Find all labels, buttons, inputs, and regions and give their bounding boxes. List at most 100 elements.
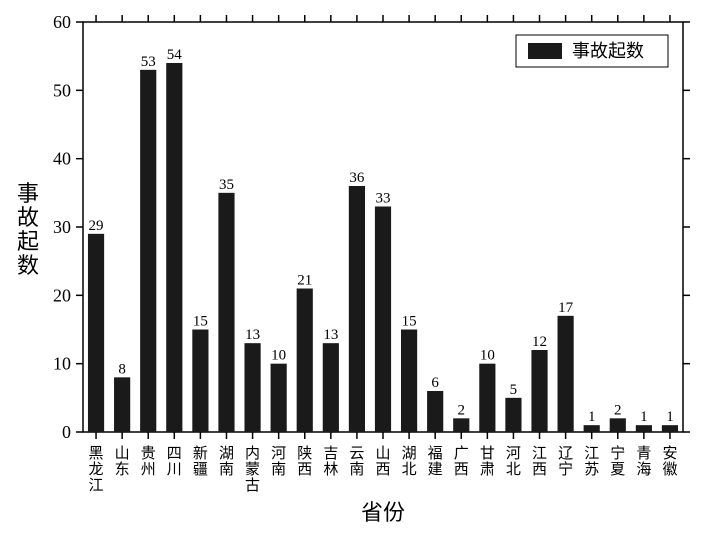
- bar-value-label: 36: [349, 170, 365, 186]
- bar-value-label: 10: [271, 348, 286, 364]
- bar-value-label: 53: [141, 54, 156, 70]
- bar-value-label: 54: [167, 47, 183, 63]
- x-tick-label: 西: [297, 462, 312, 478]
- bar-value-label: 35: [219, 177, 234, 193]
- y-axis-title: 起: [17, 229, 39, 254]
- x-tick-label: 湖: [402, 445, 417, 462]
- bar-value-label: 17: [558, 300, 574, 316]
- x-tick-label: 蒙: [245, 461, 260, 478]
- bar: [427, 391, 443, 432]
- bar-value-label: 10: [480, 348, 495, 364]
- bar: [244, 343, 260, 432]
- x-tick-label: 湖: [219, 445, 234, 462]
- x-tick-label: 夏: [610, 462, 625, 478]
- bar-value-label: 1: [666, 409, 674, 425]
- bar-value-label: 29: [89, 218, 104, 234]
- x-tick-label: 南: [349, 461, 364, 478]
- x-tick-label: 贵: [141, 445, 156, 462]
- x-tick-label: 山: [375, 445, 390, 462]
- x-tick-label: 川: [167, 462, 182, 478]
- bar-value-label: 33: [376, 191, 391, 207]
- x-tick-label: 内: [245, 445, 260, 462]
- bar: [166, 63, 182, 432]
- bar: [114, 377, 130, 432]
- bar-value-label: 13: [323, 327, 338, 343]
- bar-value-label: 15: [193, 314, 208, 330]
- bar: [401, 330, 417, 433]
- bar-value-label: 2: [458, 402, 466, 418]
- x-tick-label: 西: [532, 462, 547, 478]
- x-tick-label: 河: [506, 445, 521, 462]
- x-tick-label: 江: [532, 445, 547, 462]
- x-tick-label: 广: [454, 445, 469, 462]
- x-tick-label: 黑: [89, 446, 104, 462]
- y-tick-label: 10: [53, 354, 71, 374]
- y-tick-label: 60: [53, 12, 71, 32]
- bar: [584, 425, 600, 432]
- x-axis-title: 省份: [361, 500, 405, 525]
- bar: [375, 207, 391, 433]
- x-tick-label: 古: [245, 477, 260, 494]
- x-tick-label: 江: [89, 477, 104, 494]
- bar: [192, 330, 208, 433]
- bar: [323, 343, 339, 432]
- y-tick-label: 20: [53, 285, 71, 305]
- bar: [636, 425, 652, 432]
- bar-value-label: 8: [118, 361, 126, 377]
- legend-label: 事故起数: [572, 41, 644, 61]
- x-tick-label: 东: [115, 461, 130, 478]
- x-tick-label: 四: [167, 446, 182, 462]
- x-tick-label: 宁: [558, 461, 573, 478]
- bar-value-label: 1: [640, 409, 648, 425]
- x-tick-label: 安: [662, 445, 677, 462]
- bar-chart: 010203040506029黑龙江8山东53贵州54四川15新疆35湖南13内…: [0, 0, 711, 547]
- x-tick-label: 南: [219, 461, 234, 478]
- bar: [505, 398, 521, 432]
- x-tick-label: 肃: [480, 461, 495, 478]
- bar: [88, 234, 104, 432]
- x-tick-label: 西: [454, 462, 469, 478]
- x-tick-label: 西: [375, 462, 390, 478]
- y-tick-label: 0: [62, 422, 71, 442]
- y-tick-label: 50: [53, 80, 71, 100]
- bar-value-label: 21: [297, 273, 312, 289]
- x-tick-label: 江: [584, 445, 599, 462]
- bar: [558, 316, 574, 432]
- bar-value-label: 13: [245, 327, 260, 343]
- bar: [349, 186, 365, 432]
- bar-value-label: 15: [402, 314, 417, 330]
- x-tick-label: 疆: [193, 462, 208, 478]
- y-tick-label: 30: [53, 217, 71, 237]
- x-tick-label: 山: [115, 445, 130, 462]
- x-tick-label: 龙: [89, 461, 104, 478]
- x-tick-label: 北: [402, 461, 417, 478]
- x-tick-label: 州: [141, 462, 156, 478]
- x-tick-label: 建: [428, 461, 443, 478]
- y-tick-label: 40: [53, 149, 71, 169]
- bar: [479, 364, 495, 432]
- x-tick-label: 青: [636, 445, 651, 462]
- bar: [453, 418, 469, 432]
- x-tick-label: 新: [193, 445, 208, 462]
- bar-value-label: 12: [532, 334, 547, 350]
- bar-value-label: 1: [588, 409, 596, 425]
- bar-value-label: 2: [614, 402, 622, 418]
- x-tick-label: 福: [428, 445, 443, 462]
- bar: [297, 289, 313, 433]
- x-tick-label: 宁: [610, 445, 625, 462]
- chart-svg: 010203040506029黑龙江8山东53贵州54四川15新疆35湖南13内…: [0, 0, 711, 547]
- x-tick-label: 南: [271, 461, 286, 478]
- bar: [140, 70, 156, 432]
- bar: [271, 364, 287, 432]
- y-axis-title: 事: [17, 181, 39, 206]
- x-tick-label: 辽: [558, 445, 573, 462]
- x-tick-label: 苏: [584, 461, 599, 478]
- x-tick-label: 云: [349, 446, 364, 462]
- bar: [218, 193, 234, 432]
- x-tick-label: 北: [506, 461, 521, 478]
- bar: [662, 425, 678, 432]
- x-tick-label: 陕: [297, 445, 312, 462]
- x-tick-label: 甘: [480, 445, 495, 462]
- bar: [531, 350, 547, 432]
- x-tick-label: 林: [323, 461, 338, 478]
